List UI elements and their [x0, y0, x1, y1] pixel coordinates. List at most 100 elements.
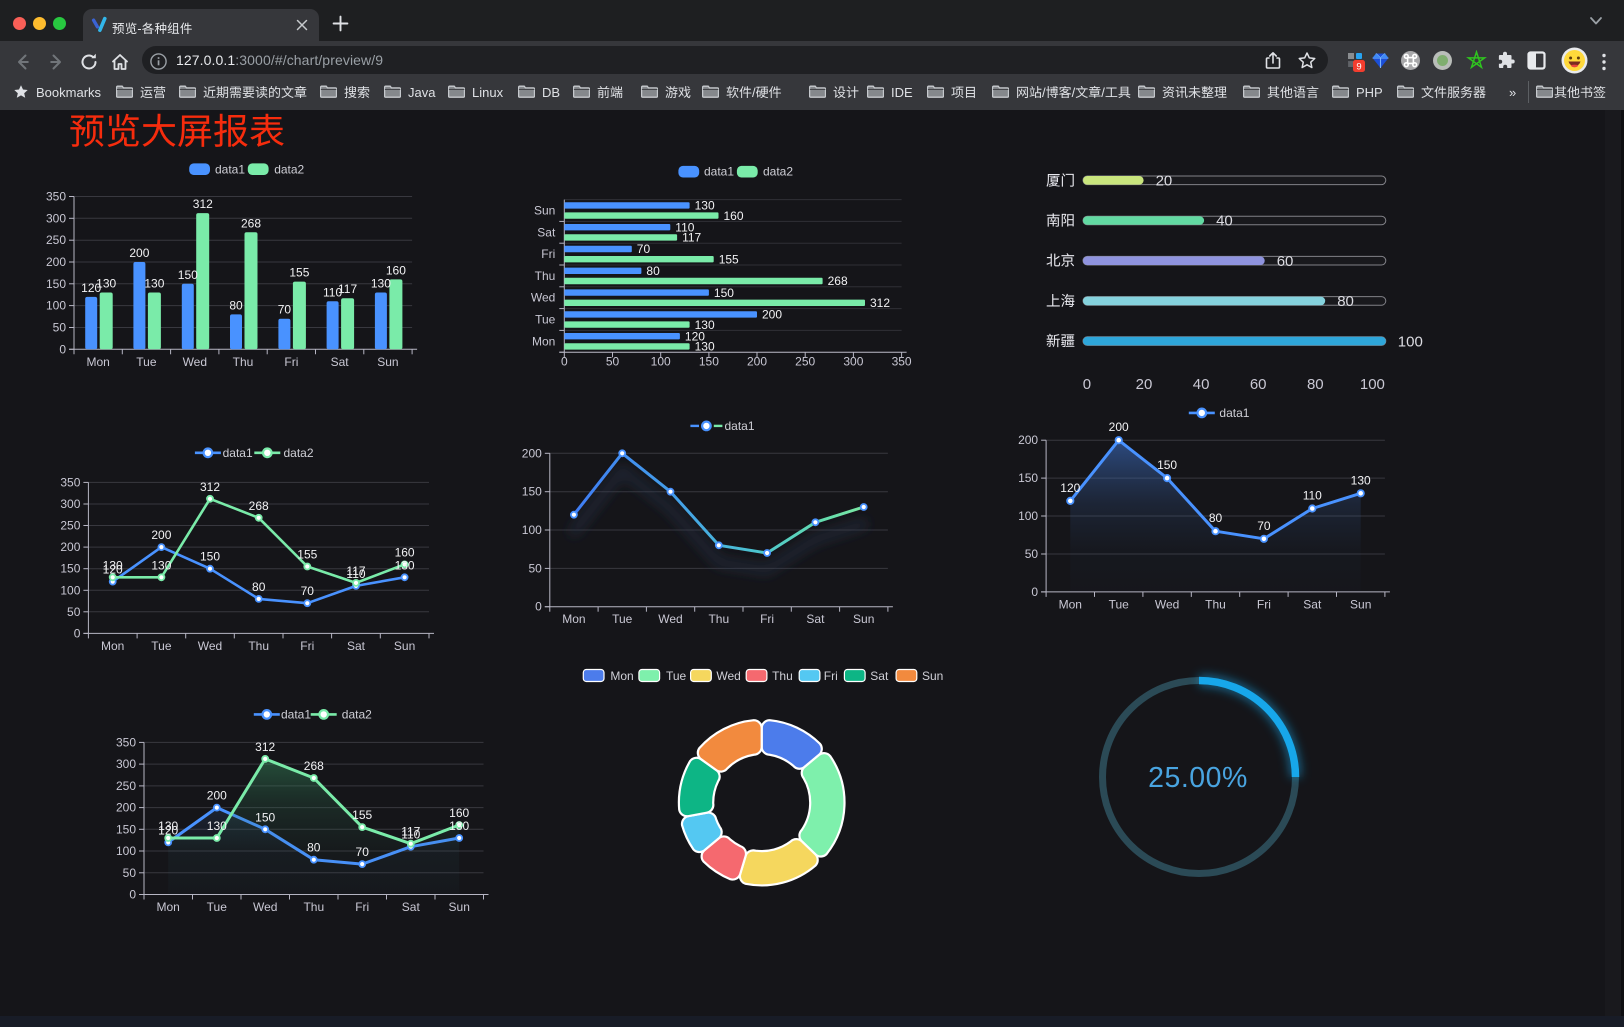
- svg-text:80: 80: [1307, 376, 1324, 393]
- svg-text:200: 200: [1018, 433, 1038, 447]
- svg-text:Sat: Sat: [870, 669, 889, 683]
- svg-text:268: 268: [828, 274, 848, 288]
- svg-text:120: 120: [685, 329, 705, 343]
- svg-text:Fri: Fri: [541, 247, 555, 261]
- svg-text:Sun: Sun: [394, 639, 415, 653]
- svg-text:Wed: Wed: [183, 355, 207, 369]
- svg-text:data1: data1: [215, 163, 245, 177]
- svg-text:80: 80: [1337, 293, 1354, 310]
- svg-text:200: 200: [762, 308, 782, 322]
- svg-text:200: 200: [747, 355, 767, 369]
- svg-text:Tue: Tue: [535, 313, 556, 327]
- svg-text:110: 110: [346, 567, 365, 581]
- svg-text:Tue: Tue: [151, 639, 172, 653]
- svg-text:Mon: Mon: [562, 612, 585, 626]
- svg-text:300: 300: [843, 355, 863, 369]
- svg-text:Thu: Thu: [1205, 597, 1226, 611]
- svg-text:130: 130: [395, 558, 415, 572]
- svg-text:Sat: Sat: [347, 639, 366, 653]
- svg-text:350: 350: [116, 735, 136, 749]
- svg-text:155: 155: [719, 252, 739, 266]
- svg-text:Thu: Thu: [233, 355, 254, 369]
- svg-text:200: 200: [207, 789, 227, 803]
- svg-text:Sat: Sat: [331, 355, 350, 369]
- svg-text:Thu: Thu: [772, 669, 793, 683]
- svg-text:Tue: Tue: [1109, 597, 1130, 611]
- svg-text:Wed: Wed: [1155, 597, 1179, 611]
- svg-text:Wed: Wed: [531, 291, 555, 305]
- svg-text:130: 130: [96, 277, 116, 291]
- svg-text:Thu: Thu: [535, 269, 556, 283]
- svg-text:北京: 北京: [1046, 250, 1075, 271]
- svg-text:data2: data2: [342, 708, 372, 722]
- svg-text:Thu: Thu: [303, 900, 324, 914]
- svg-text:0: 0: [535, 600, 542, 614]
- svg-text:0: 0: [561, 355, 568, 369]
- svg-text:70: 70: [1257, 519, 1271, 533]
- svg-text:新疆: 新疆: [1046, 330, 1075, 351]
- svg-text:150: 150: [46, 277, 66, 291]
- svg-text:120: 120: [158, 823, 178, 837]
- svg-text:Sun: Sun: [922, 669, 943, 683]
- svg-text:200: 200: [522, 446, 542, 460]
- svg-text:20: 20: [1136, 376, 1153, 393]
- svg-text:268: 268: [304, 759, 324, 773]
- svg-text:130: 130: [371, 277, 391, 291]
- svg-text:Fri: Fri: [760, 612, 774, 626]
- svg-text:Tue: Tue: [207, 900, 228, 914]
- svg-text:厦门: 厦门: [1046, 169, 1075, 190]
- svg-text:200: 200: [46, 255, 66, 269]
- svg-text:data1: data1: [1219, 406, 1249, 420]
- svg-text:250: 250: [60, 519, 80, 533]
- svg-text:40: 40: [1216, 213, 1233, 230]
- svg-text:Sun: Sun: [534, 204, 555, 218]
- svg-text:120: 120: [1060, 481, 1080, 495]
- svg-text:110: 110: [401, 828, 420, 842]
- svg-text:110: 110: [675, 220, 694, 234]
- svg-text:150: 150: [116, 822, 136, 836]
- svg-text:100: 100: [116, 844, 136, 858]
- svg-text:Fri: Fri: [284, 355, 298, 369]
- svg-text:40: 40: [1193, 376, 1210, 393]
- svg-text:80: 80: [1209, 511, 1223, 525]
- svg-text:Fri: Fri: [1257, 597, 1271, 611]
- svg-text:250: 250: [46, 233, 66, 247]
- svg-text:data2: data2: [274, 163, 304, 177]
- svg-text:Wed: Wed: [253, 900, 277, 914]
- svg-text:130: 130: [695, 340, 715, 354]
- svg-text:350: 350: [60, 475, 80, 489]
- svg-text:50: 50: [123, 866, 137, 880]
- svg-text:Wed: Wed: [716, 669, 740, 683]
- svg-text:160: 160: [386, 263, 406, 277]
- svg-text:117: 117: [346, 564, 365, 578]
- svg-text:Wed: Wed: [658, 612, 682, 626]
- svg-text:150: 150: [178, 268, 198, 282]
- svg-text:160: 160: [449, 806, 469, 820]
- svg-text:312: 312: [870, 296, 890, 310]
- svg-text:Sun: Sun: [449, 900, 470, 914]
- svg-text:130: 130: [207, 819, 227, 833]
- svg-text:Mon: Mon: [101, 639, 124, 653]
- svg-text:Mon: Mon: [87, 355, 110, 369]
- svg-text:110: 110: [1303, 489, 1322, 503]
- svg-text:70: 70: [301, 584, 315, 598]
- svg-text:20: 20: [1156, 173, 1173, 190]
- svg-text:Sun: Sun: [853, 612, 874, 626]
- svg-text:150: 150: [1157, 458, 1177, 472]
- svg-text:120: 120: [81, 281, 101, 295]
- svg-text:Mon: Mon: [1059, 597, 1082, 611]
- svg-text:Sun: Sun: [377, 355, 398, 369]
- svg-text:150: 150: [522, 485, 542, 499]
- svg-text:Sat: Sat: [402, 900, 421, 914]
- svg-text:130: 130: [103, 558, 123, 572]
- svg-text:100: 100: [46, 299, 66, 313]
- svg-text:100: 100: [1360, 376, 1385, 393]
- svg-text:160: 160: [724, 209, 744, 223]
- svg-text:100: 100: [1398, 333, 1423, 350]
- svg-text:data1: data1: [281, 708, 311, 722]
- svg-text:70: 70: [356, 845, 370, 859]
- svg-text:Tue: Tue: [666, 669, 687, 683]
- svg-text:150: 150: [699, 355, 719, 369]
- svg-text:130: 130: [158, 819, 178, 833]
- svg-text:Fri: Fri: [300, 639, 314, 653]
